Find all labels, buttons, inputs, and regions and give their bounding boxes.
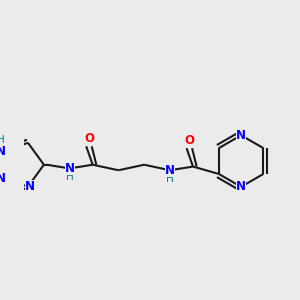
Text: N: N (165, 164, 175, 177)
Text: N: N (236, 129, 246, 142)
Text: N: N (0, 145, 5, 158)
Text: H: H (66, 172, 74, 182)
Text: O: O (84, 133, 94, 146)
Text: O: O (184, 134, 194, 147)
Text: N: N (236, 180, 246, 193)
Text: N: N (65, 162, 75, 175)
Text: N: N (0, 172, 5, 185)
Text: H: H (0, 135, 4, 145)
Text: H: H (166, 173, 174, 184)
Text: N: N (25, 180, 35, 193)
